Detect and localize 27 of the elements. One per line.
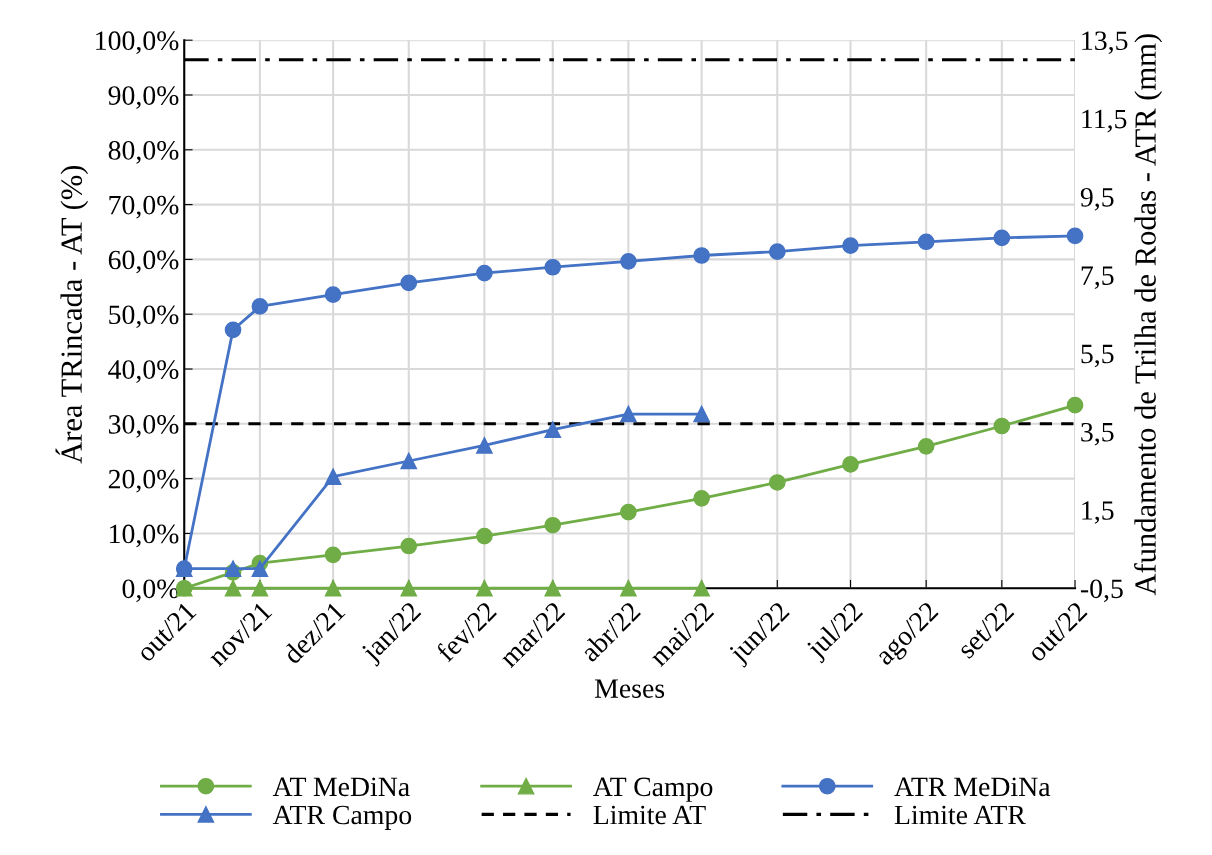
y2-tick-label: 1,5 (1082, 501, 1114, 524)
x-axis-title: Meses (594, 679, 665, 698)
y2-tick-label: -0,5 (1080, 579, 1123, 603)
y-tick-label: 70,0% (109, 195, 179, 219)
legend-label: Limite ATR (894, 805, 1026, 825)
y-tick-label: 100,0% (96, 31, 179, 55)
y2-tick-label: 9,5 (1080, 188, 1114, 211)
y-axis-title: Área TRincada - AT (%) (55, 165, 89, 464)
legend-label: AT Campo (593, 777, 713, 802)
y-tick-label: 60,0% (108, 250, 179, 274)
legend-label: AT MeDiNa (272, 777, 410, 797)
y2-axis-title: Afundamento de Trilha de Rodas - ATR (mm) (1134, 34, 1163, 596)
y-tick-label: 20,0% (108, 469, 179, 493)
legend-label: Limite AT (593, 805, 706, 825)
y-tick-label: 40,0% (108, 360, 179, 383)
y2-tick-label: 5,5 (1081, 344, 1114, 368)
y-tick-label: 80,0% (108, 140, 179, 164)
y-tick-label: 10,0% (110, 524, 179, 548)
y-tick-label: 30,0% (108, 414, 179, 438)
y2-tick-label: 13,5 (1082, 31, 1128, 55)
y2-tick-label: 7,5 (1081, 266, 1114, 289)
y-tick-label: 50,0% (109, 305, 179, 329)
y-tick-label: 90,0% (108, 86, 179, 109)
legend-label: ATR MeDiNa (894, 777, 1051, 797)
y2-tick-label: 11,5 (1082, 109, 1127, 133)
legend-label: ATR Campo (272, 805, 412, 830)
y2-tick-label: 3,5 (1081, 422, 1114, 446)
